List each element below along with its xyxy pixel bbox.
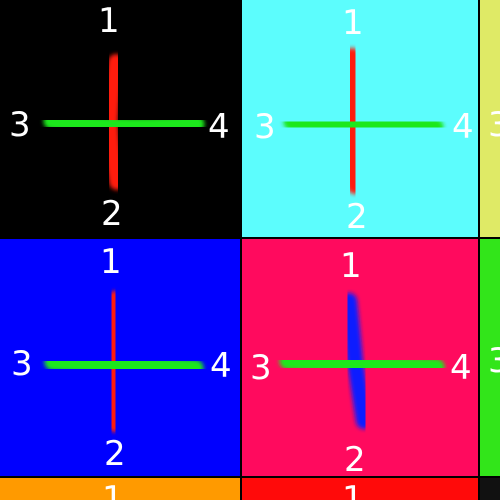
cross-icon [283, 48, 444, 194]
cross-icon [279, 293, 445, 429]
tile-bottom-center: 1 [242, 478, 478, 500]
label-top: 1 [342, 479, 364, 500]
label-left: 3 [488, 341, 500, 381]
horizontal-stroke [43, 112, 205, 135]
label-bottom: 2 [101, 194, 123, 234]
tile-top-left: 1 2 3 4 [0, 0, 240, 237]
horizontal-stroke [44, 353, 204, 377]
label-left: 3 [488, 105, 500, 145]
label-bottom: 2 [344, 440, 366, 476]
horizontal-stroke [279, 352, 445, 376]
label-top: 1 [342, 3, 364, 43]
cross-icon [43, 54, 205, 190]
tile-middle-center: 1 2 3 4 [242, 239, 478, 476]
tile-top-center: 1 2 3 4 [242, 0, 478, 237]
tile-top-right: 3 [480, 0, 500, 237]
label-right: 4 [452, 107, 474, 147]
label-top: 1 [100, 242, 122, 282]
label-top: 1 [98, 1, 120, 41]
label-right: 4 [208, 107, 230, 147]
tile-middle-left: 1 2 3 4 [0, 239, 240, 476]
label-top: 1 [102, 479, 124, 500]
label-left: 3 [9, 105, 31, 145]
tile-middle-right: 3 [480, 239, 500, 476]
label-left: 3 [254, 107, 276, 147]
horizontal-stroke [283, 113, 444, 136]
label-left: 3 [250, 348, 272, 388]
tile-bottom-right [480, 478, 500, 500]
label-bottom: 2 [346, 197, 368, 237]
label-top: 1 [340, 246, 362, 286]
cross-icon [44, 291, 204, 432]
label-right: 4 [450, 348, 472, 388]
label-left: 3 [11, 344, 33, 384]
label-right: 4 [210, 346, 232, 386]
label-bottom: 2 [104, 434, 126, 474]
tile-bottom-left: 1 [0, 478, 240, 500]
